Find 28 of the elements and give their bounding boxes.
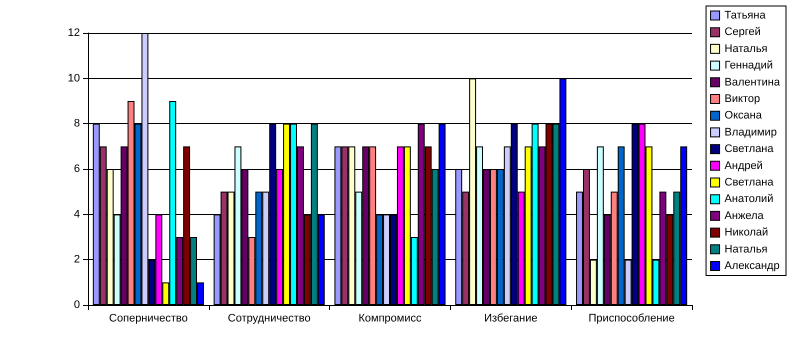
legend-label: Виктор (724, 93, 760, 105)
legend-label: Андрей (724, 160, 763, 172)
legend-label: Татьяна (724, 10, 766, 22)
legend-label: Владимир (724, 126, 777, 138)
legend-label: Наталья (724, 42, 768, 55)
y-tick-label: 0 (74, 299, 80, 311)
y-tick-label: 8 (74, 118, 80, 130)
legend-label: Валентина (724, 76, 781, 88)
x-tick-label: Соперничество (109, 312, 188, 324)
x-tick-label: Избегание (484, 312, 538, 324)
legend-label: Геннадий (724, 60, 773, 72)
x-tick-label: Сотрудничество (228, 312, 311, 324)
legend-label: Оксана (724, 110, 763, 122)
legend-label: Николай (724, 226, 768, 239)
legend-label: Светлана (724, 143, 774, 156)
y-tick-label: 10 (68, 72, 80, 84)
legend-label: Сергей (724, 26, 761, 38)
legend-label: Анжела (724, 210, 764, 222)
legend-label: Александр (724, 260, 780, 272)
x-tick-label: Компромисс (358, 312, 422, 324)
y-tick-label: 6 (74, 163, 80, 175)
legend-label: Анатолий (724, 193, 774, 206)
legend-label: Светлана (724, 176, 774, 188)
legend-label: Наталья (724, 243, 768, 256)
y-tick-label: 4 (74, 208, 80, 220)
y-tick-label: 2 (74, 254, 80, 266)
y-tick-label: 12 (68, 27, 80, 39)
x-tick-label: Приспособление (588, 312, 675, 324)
